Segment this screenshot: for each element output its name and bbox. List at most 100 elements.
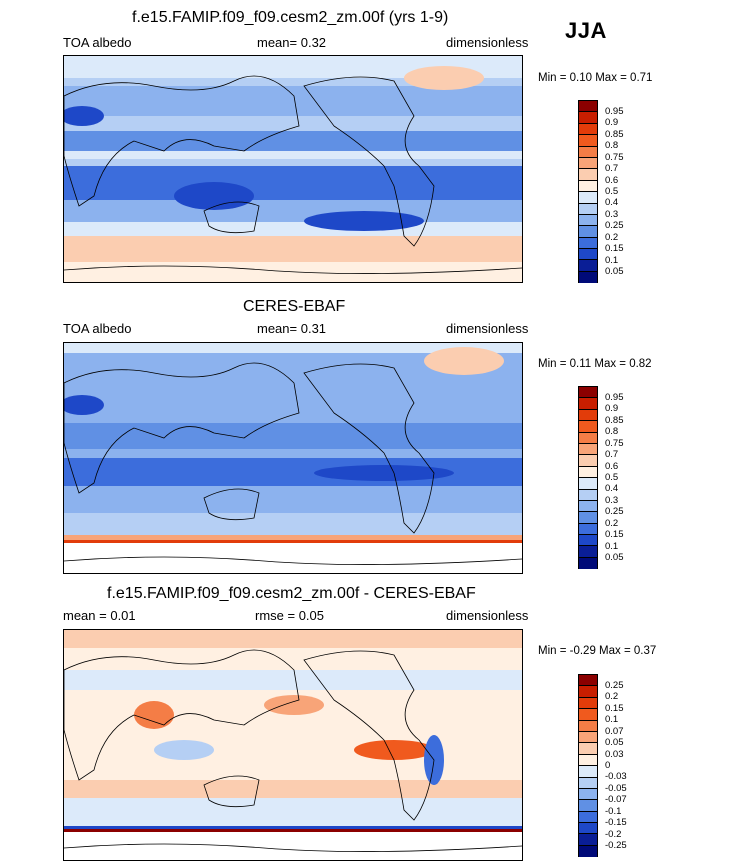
panel-1-units-label: dimensionless (446, 35, 529, 50)
colorbar-cell (579, 443, 597, 456)
colorbar-cell (579, 249, 597, 261)
colorbar-tick-label: 0.25 (605, 220, 624, 231)
season-label: JJA (565, 18, 607, 43)
arctic-band (64, 630, 522, 648)
antarctic-pos-band (64, 829, 522, 832)
colorbar-tick-label: 0.2 (605, 691, 619, 702)
mediterranean-low (64, 395, 104, 415)
colorbar-tick-label: 0.8 (605, 140, 619, 151)
colorbar-tick-label: 0.85 (605, 129, 624, 140)
australia-outline (203, 775, 260, 808)
colorbar-cell (579, 421, 597, 433)
panel-3-units-label: dimensionless (446, 608, 529, 623)
colorbar-tick-label: -0.25 (605, 840, 627, 851)
colorbar-cell (579, 112, 597, 124)
midlat-band (64, 670, 522, 690)
arctic-band (64, 343, 522, 353)
colorbar-cell (579, 709, 597, 721)
panel-2-title: CERES-EBAF (243, 298, 346, 315)
south-pacific-low (304, 211, 424, 231)
colorbar-tick-label: 0.05 (605, 737, 624, 748)
colorbar-cell (579, 675, 597, 687)
colorbar-cell (579, 432, 597, 444)
colorbar-cell (579, 697, 597, 710)
north-pacific-positive (264, 695, 324, 715)
panel-3-title: f.e15.FAMIP.f09_f09.cesm2_zm.00f - CERES… (107, 585, 476, 602)
itcz-band (64, 151, 522, 159)
panel-3-map (63, 629, 523, 861)
colorbar-cell (579, 237, 597, 250)
colorbar-tick-label: 0.07 (605, 726, 624, 737)
antarctic-ring-band (64, 236, 522, 262)
colorbar-tick-label: -0.05 (605, 783, 627, 794)
colorbar-tick-label: 0.1 (605, 714, 619, 725)
antarctica-outline (64, 265, 522, 274)
colorbar-tick-label: 0.3 (605, 495, 619, 506)
americas-outline (303, 650, 435, 821)
southern-midlat-band (64, 200, 522, 222)
colorbar-cell (579, 409, 597, 422)
eurasia-africa-outline (64, 362, 300, 494)
colorbar-tick-label: 0.7 (605, 163, 619, 174)
panel-1-mean-label: mean= 0.32 (257, 35, 327, 50)
colorbar-tick-label: 0.2 (605, 232, 619, 243)
panel-3-rmse-label: rmse = 0.05 (255, 608, 325, 623)
colorbar-tick-label: 0.25 (605, 506, 624, 517)
colorbar-cell (579, 466, 597, 479)
colorbar-tick-label: 0.95 (605, 106, 624, 117)
colorbar-tick-label: 0.3 (605, 209, 619, 220)
colorbar-tick-label: 0.6 (605, 175, 619, 186)
southern-ocean-band (64, 222, 522, 236)
colorbar-cell (579, 135, 597, 147)
colorbar-tick-label: 0.4 (605, 197, 619, 208)
panel-1-variable-label: TOA albedo (63, 35, 132, 50)
mediterranean-low (64, 106, 104, 126)
panel-2-mean-label: mean= 0.31 (257, 321, 327, 336)
colorbar-cell (579, 271, 597, 284)
colorbar-cell (579, 811, 597, 824)
colorbar-tick-label: 0.05 (605, 266, 624, 277)
south-pacific-positive (354, 740, 434, 760)
indian-ocean-positive (134, 701, 174, 729)
antarctica-outline (64, 843, 522, 852)
panel-3-map-svg (64, 630, 522, 860)
colorbar-cell (579, 489, 597, 501)
colorbar-tick-label: 0.5 (605, 186, 619, 197)
colorbar-tick-label: 0.03 (605, 749, 624, 760)
midlat-cloud-band (64, 86, 522, 116)
indian-ocean-low (174, 182, 254, 210)
colorbar-tick-label: 0 (605, 760, 611, 771)
colorbar-cell (579, 500, 597, 513)
panel-2-map-svg (64, 343, 522, 573)
colorbar-tick-label: -0.03 (605, 771, 627, 782)
colorbar-cell (579, 731, 597, 744)
colorbar-cell (579, 766, 597, 778)
colorbar-cell (579, 478, 597, 490)
panel-2-units-label: dimensionless (446, 321, 529, 336)
colorbar-tick-label: 0.2 (605, 518, 619, 529)
antarctica-missing-band (64, 543, 522, 573)
subtropic-dark-band (64, 423, 522, 449)
southern-ocean-band (64, 798, 522, 826)
colorbar-tick-label: 0.1 (605, 255, 619, 266)
colorbar-tick-label: 0.9 (605, 403, 619, 414)
panel-1-range-label: Min = 0.10 Max = 0.71 (538, 72, 653, 84)
panel-1-map-svg (64, 56, 522, 282)
colorbar-cell (579, 157, 597, 170)
panel-1-map (63, 55, 523, 283)
colorbar-tick-label: 0.05 (605, 552, 624, 563)
colorbar-cell (579, 214, 597, 227)
south-pacific-low (314, 465, 454, 481)
americas-outline (303, 76, 435, 247)
colorbar-tick-label: 0.5 (605, 472, 619, 483)
americas-outline (303, 363, 435, 534)
panel-3-colorbar (578, 674, 598, 858)
colorbar-cell (579, 226, 597, 238)
colorbar-tick-label: 0.8 (605, 426, 619, 437)
panel-2-colorbar (578, 386, 598, 570)
antarctica-missing-band (64, 832, 522, 860)
colorbar-cell (579, 546, 597, 558)
panel-1-colorbar (578, 100, 598, 284)
southern-midlat-band (64, 780, 522, 798)
colorbar-cell (579, 512, 597, 524)
